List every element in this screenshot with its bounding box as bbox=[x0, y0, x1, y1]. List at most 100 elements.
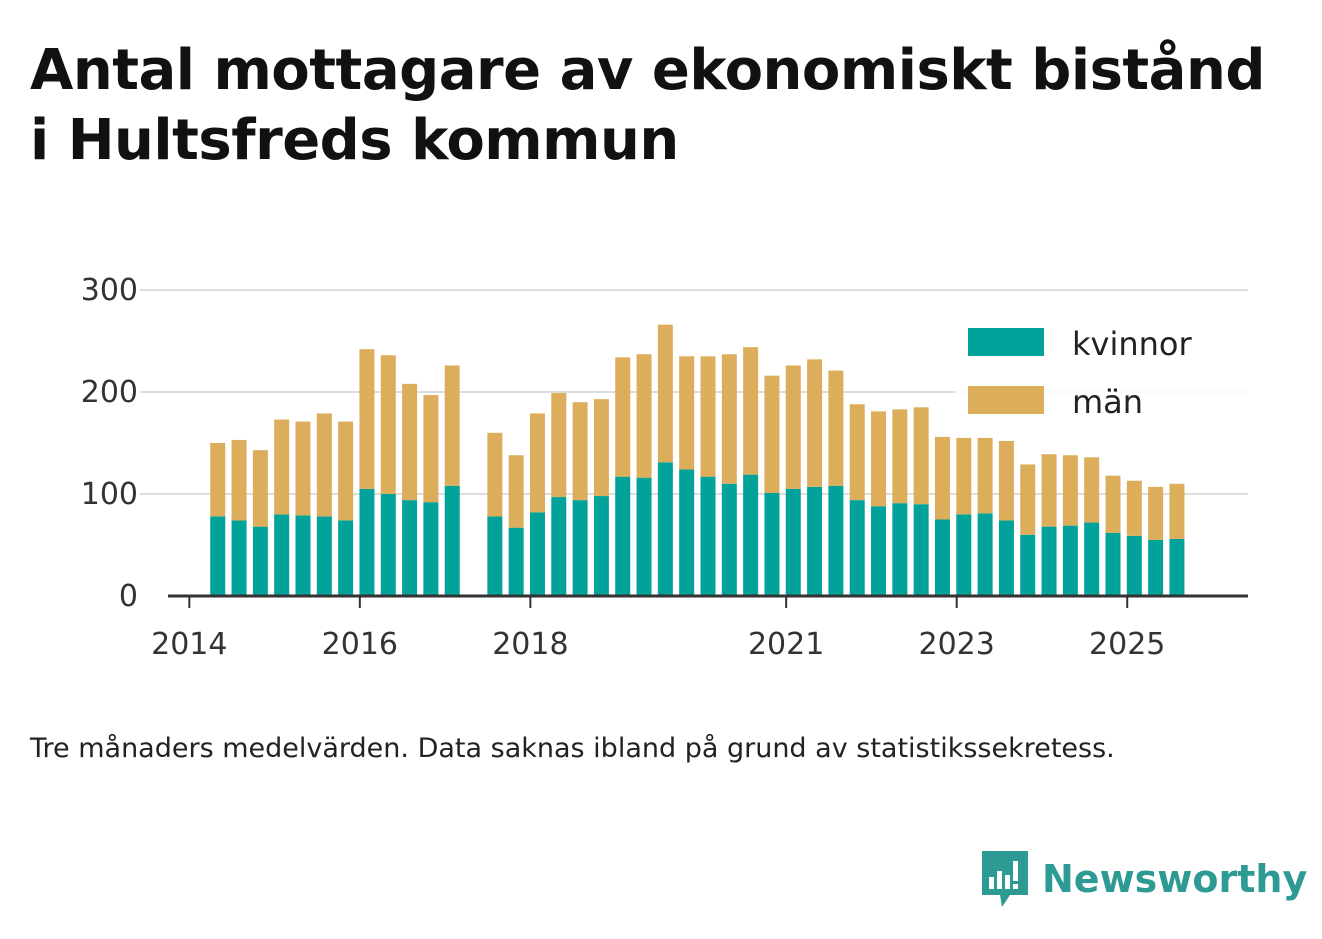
bar-kvinnor bbox=[1105, 532, 1121, 596]
bar-kvinnor bbox=[934, 519, 950, 596]
y-tick-label: 300 bbox=[81, 273, 138, 308]
bar-kvinnor bbox=[679, 469, 695, 596]
x-tick-label: 2023 bbox=[919, 627, 995, 662]
bar-kvinnor bbox=[913, 504, 929, 596]
bar-kvinnor bbox=[252, 526, 268, 596]
bar-kvinnor bbox=[380, 494, 396, 596]
x-tick-label: 2016 bbox=[322, 627, 398, 662]
bar-man bbox=[487, 432, 503, 517]
bar-kvinnor bbox=[956, 514, 972, 596]
x-tick-label: 2021 bbox=[748, 627, 824, 662]
x-axis: 2014 2016 2018 2021 2023 2025 bbox=[151, 594, 1248, 662]
bar-kvinnor bbox=[508, 527, 524, 596]
bar-kvinnor bbox=[764, 492, 780, 596]
bar-kvinnor bbox=[998, 520, 1014, 596]
bar-kvinnor bbox=[529, 512, 545, 596]
bar-man bbox=[721, 354, 737, 484]
bar-kvinnor bbox=[231, 520, 247, 596]
bar-kvinnor bbox=[615, 476, 631, 596]
legend-swatch bbox=[968, 386, 1044, 414]
bar-kvinnor bbox=[423, 502, 439, 596]
bar-man bbox=[849, 404, 865, 501]
bar-kvinnor bbox=[1062, 525, 1078, 596]
bar-man bbox=[892, 409, 908, 504]
bar-man bbox=[529, 413, 545, 513]
bar-man bbox=[572, 402, 588, 501]
bar-man bbox=[828, 370, 844, 486]
bar-man bbox=[1020, 464, 1036, 535]
bar-kvinnor bbox=[274, 514, 290, 596]
bar-kvinnor bbox=[700, 476, 716, 596]
bar-man bbox=[934, 436, 950, 520]
bar-kvinnor bbox=[828, 485, 844, 596]
bar-kvinnor bbox=[402, 500, 418, 596]
bar-kvinnor bbox=[871, 506, 887, 596]
bar-man bbox=[274, 419, 290, 515]
y-tick-label: 200 bbox=[81, 375, 138, 410]
brand: Newsworthy bbox=[980, 848, 1307, 910]
bars bbox=[210, 324, 1185, 596]
bar-man bbox=[402, 383, 418, 501]
chart-title: Antal mottagare av ekonomiskt bistånd i … bbox=[30, 38, 1265, 173]
bar-kvinnor bbox=[1126, 535, 1142, 596]
bar-man bbox=[636, 354, 652, 478]
bar-man bbox=[593, 399, 609, 497]
bar-man bbox=[338, 421, 354, 521]
bar-man bbox=[1084, 457, 1100, 523]
bar-kvinnor bbox=[593, 496, 609, 596]
bar-kvinnor bbox=[785, 488, 801, 596]
bar-man bbox=[679, 356, 695, 470]
y-tick-label: 0 bbox=[119, 579, 138, 614]
brand-name: Newsworthy bbox=[1042, 857, 1308, 901]
bar-man bbox=[316, 413, 332, 517]
bar-man bbox=[871, 411, 887, 507]
bar-man bbox=[785, 365, 801, 489]
bar-man bbox=[1169, 483, 1185, 539]
bar-kvinnor bbox=[1148, 539, 1164, 596]
bar-man bbox=[743, 347, 759, 475]
bar-man bbox=[423, 395, 439, 503]
bar-kvinnor bbox=[657, 462, 673, 596]
bar-kvinnor bbox=[1020, 534, 1036, 596]
legend-label: kvinnor bbox=[1072, 325, 1193, 363]
newsworthy-logo-icon bbox=[982, 851, 1028, 907]
bar-man bbox=[1062, 455, 1078, 526]
legend-label: män bbox=[1072, 383, 1143, 421]
bar-man bbox=[977, 437, 993, 514]
bar-man bbox=[956, 437, 972, 515]
x-tick-label: 2014 bbox=[151, 627, 227, 662]
bar-man bbox=[359, 349, 375, 489]
bar-kvinnor bbox=[636, 477, 652, 596]
bar-man bbox=[1041, 454, 1057, 527]
bar-kvinnor bbox=[444, 485, 460, 596]
bar-man bbox=[380, 355, 396, 494]
x-tick-label: 2025 bbox=[1089, 627, 1165, 662]
bar-kvinnor bbox=[487, 516, 503, 596]
y-tick-label: 100 bbox=[81, 477, 138, 512]
bar-kvinnor bbox=[572, 500, 588, 596]
bar-man bbox=[210, 443, 226, 517]
legend-swatch bbox=[968, 328, 1044, 356]
bar-man bbox=[551, 393, 567, 498]
bar-man bbox=[1148, 486, 1164, 540]
bar-man bbox=[1126, 480, 1142, 536]
bar-kvinnor bbox=[743, 474, 759, 596]
bar-kvinnor bbox=[807, 486, 823, 596]
bar-kvinnor bbox=[849, 500, 865, 596]
bar-man bbox=[615, 357, 631, 477]
bar-kvinnor bbox=[977, 513, 993, 596]
y-axis: 0 100 200 300 bbox=[81, 273, 138, 614]
bar-kvinnor bbox=[551, 497, 567, 596]
bar-kvinnor bbox=[359, 488, 375, 596]
bar-man bbox=[657, 324, 673, 463]
bar-man bbox=[807, 359, 823, 487]
bar-man bbox=[913, 407, 929, 505]
bar-man bbox=[231, 439, 247, 521]
bar-kvinnor bbox=[1041, 526, 1057, 596]
bar-man bbox=[508, 455, 524, 528]
bar-kvinnor bbox=[1084, 522, 1100, 596]
bar-man bbox=[700, 356, 716, 477]
bar-kvinnor bbox=[316, 516, 332, 596]
bar-kvinnor bbox=[1169, 538, 1185, 596]
bar-man bbox=[444, 365, 460, 486]
